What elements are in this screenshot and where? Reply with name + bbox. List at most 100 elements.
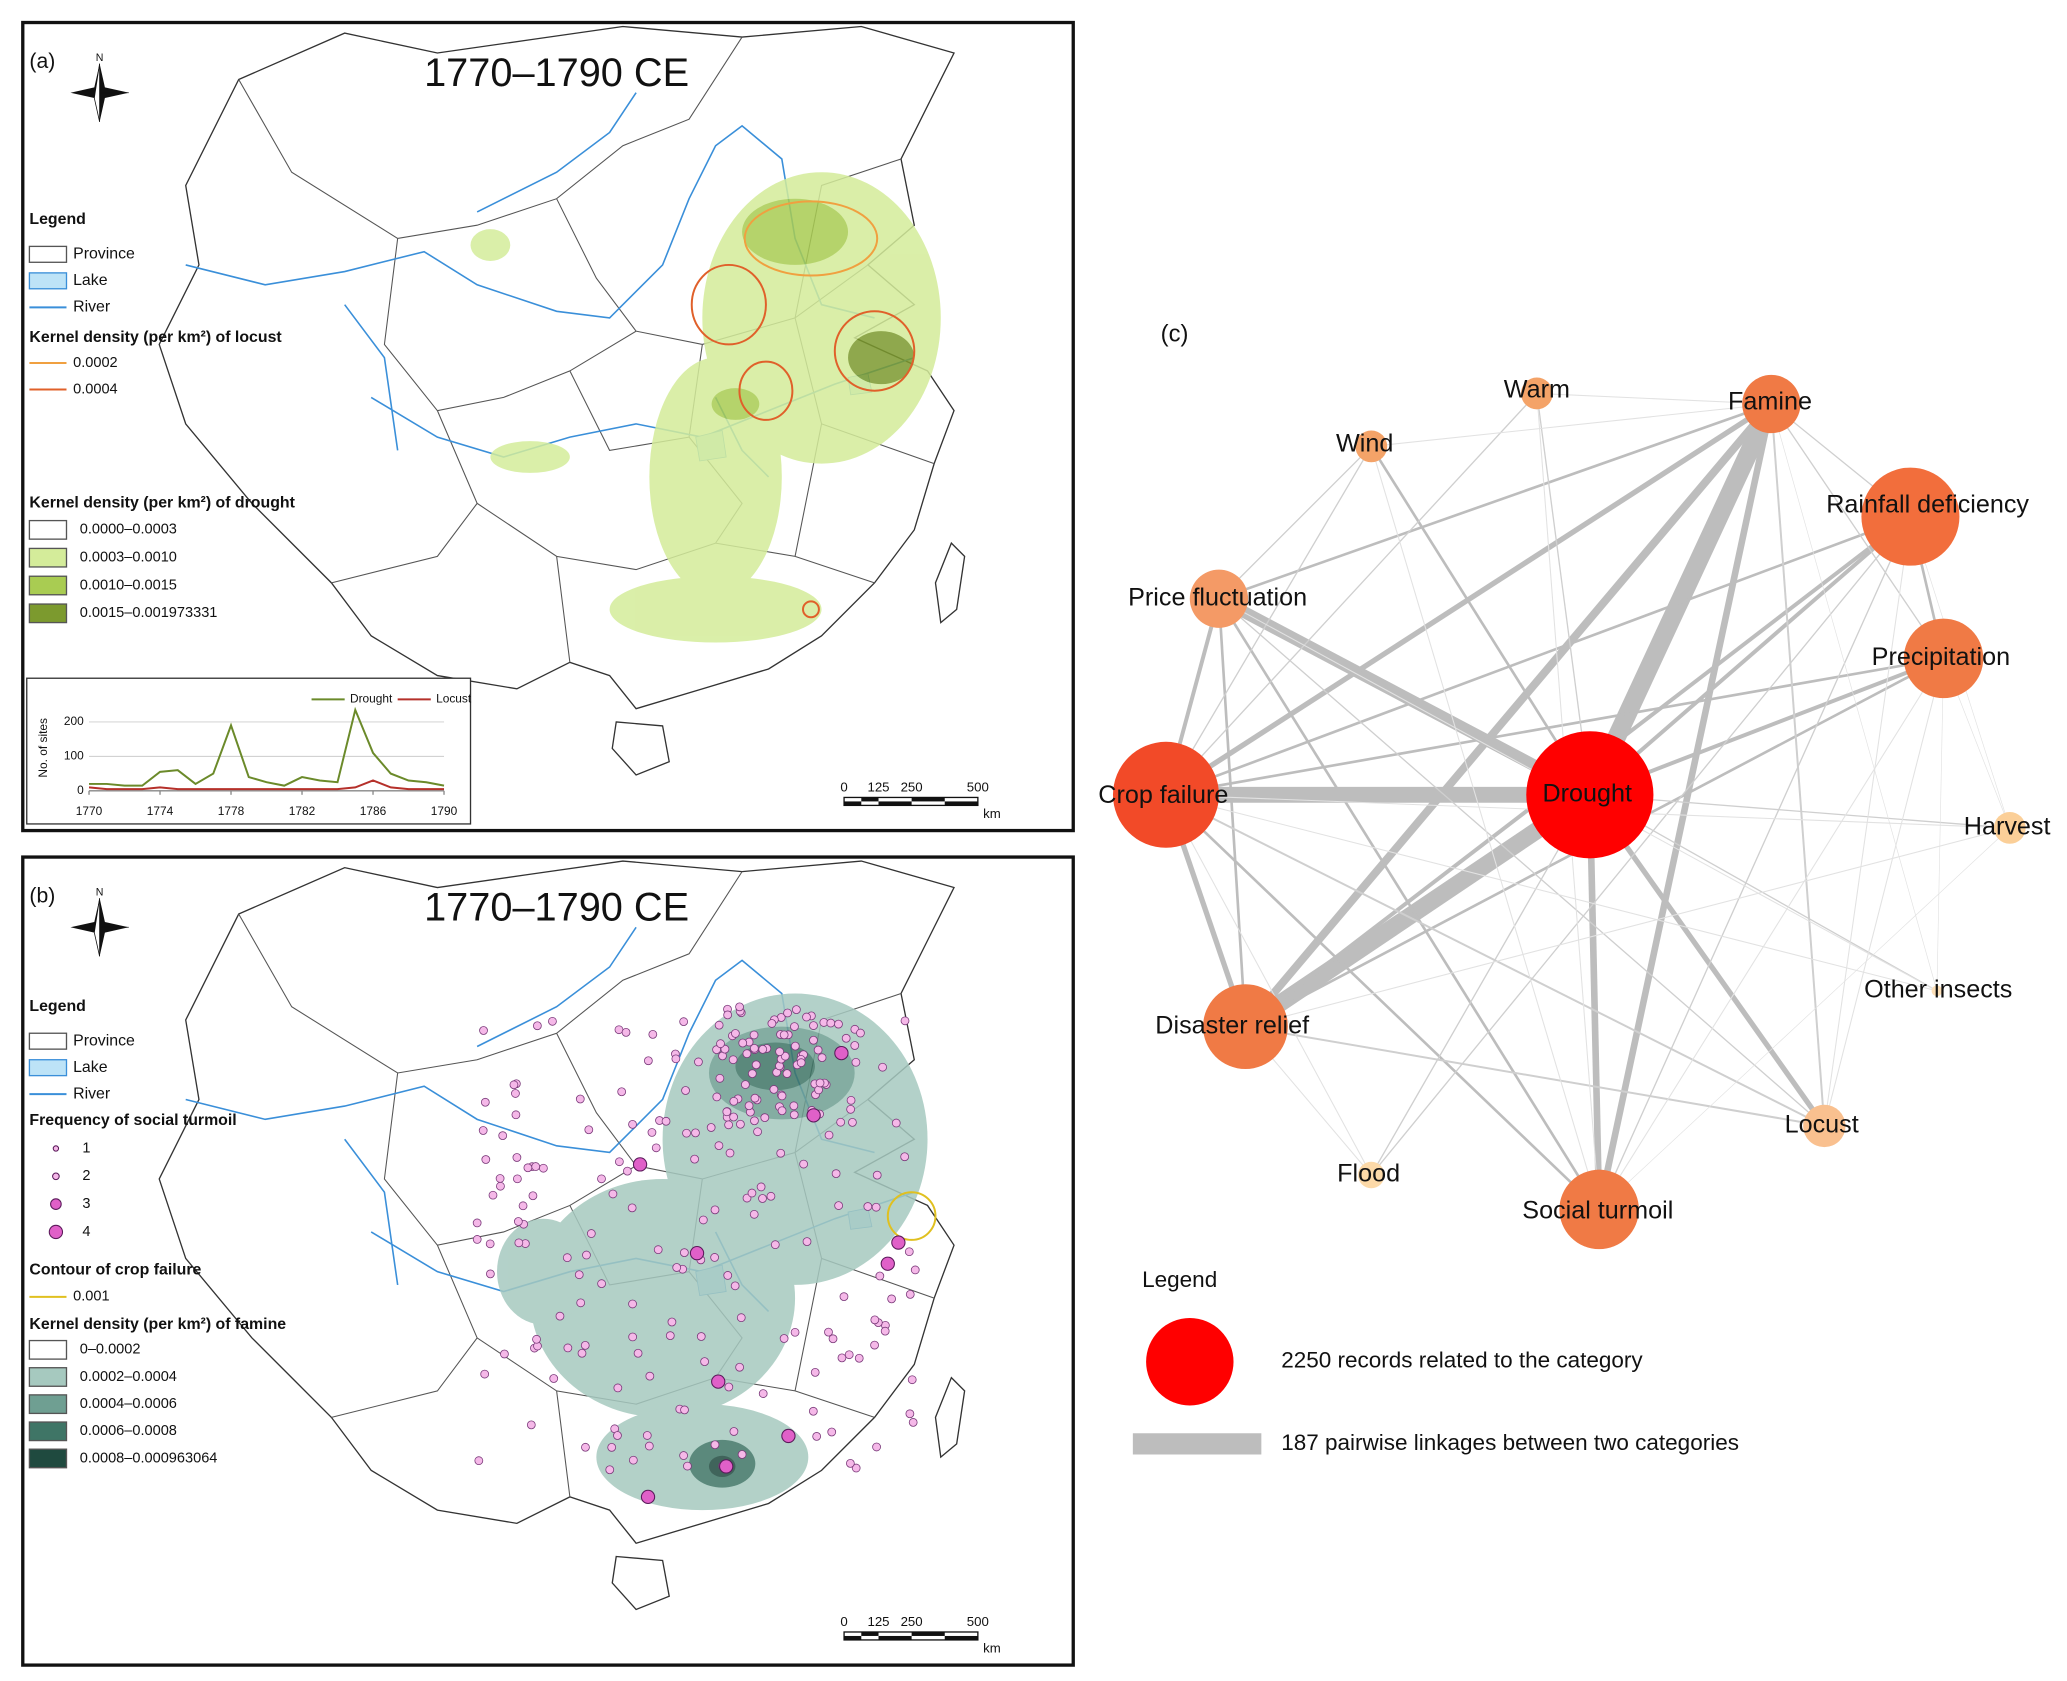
site-dot <box>532 1021 542 1031</box>
node-label: Locust <box>1785 1111 1859 1139</box>
legend-swatch <box>28 1059 68 1077</box>
site-dot <box>480 1369 490 1379</box>
site-dot <box>750 1116 759 1126</box>
site-dot <box>644 1441 654 1451</box>
edge <box>1165 446 1372 796</box>
site-dot <box>870 1315 880 1325</box>
site-dot <box>777 1091 787 1101</box>
site-dot <box>712 1045 721 1055</box>
site-dot <box>815 1078 825 1088</box>
site-dot-large <box>781 1428 796 1444</box>
site-dot <box>738 1038 748 1048</box>
edge <box>1823 658 1945 1127</box>
site-dot <box>528 1191 538 1201</box>
legend-label: Locust <box>436 692 472 706</box>
site-dot <box>614 1157 624 1167</box>
legend-label: River <box>73 299 111 316</box>
edge <box>1770 403 1826 1127</box>
edge <box>1581 400 1780 799</box>
site-dot <box>880 1326 890 1336</box>
node-label: Social turmoil <box>1522 1197 1673 1225</box>
scale-label: 500 <box>967 1614 989 1629</box>
site-dot <box>809 1021 818 1030</box>
site-dot <box>472 1218 482 1228</box>
site-dot-large <box>834 1045 849 1061</box>
site-dot <box>628 1455 638 1465</box>
edge <box>1936 658 1944 991</box>
site-dot <box>812 1432 822 1441</box>
legend-label: River <box>73 1085 111 1102</box>
legend-swatch <box>28 1032 68 1050</box>
site-dot <box>563 1343 573 1353</box>
site-dot <box>824 1130 834 1140</box>
site-dot <box>661 1116 671 1126</box>
legend-title: Kernel density (per km²) of drought <box>29 495 295 512</box>
scale-bar-fill <box>844 801 862 806</box>
legend-title: Frequency of social turmoil <box>29 1112 236 1129</box>
scale-bar-fill <box>878 801 912 806</box>
site-dot <box>817 1053 827 1063</box>
panel-label: (c) <box>1161 320 1189 347</box>
legend-swatch <box>48 1224 64 1240</box>
site-dot <box>608 1189 618 1199</box>
legend-label: 187 pairwise linkages between two catego… <box>1281 1430 1739 1455</box>
site-dot <box>900 1152 910 1162</box>
site-dot <box>789 1101 799 1111</box>
site-dot <box>651 1143 661 1153</box>
edge <box>1165 392 1538 796</box>
site-dot <box>780 1051 790 1061</box>
site-dot <box>846 1459 855 1468</box>
edge <box>1217 598 1247 1027</box>
site-dot-large <box>719 1459 734 1474</box>
site-dot <box>792 1005 801 1014</box>
site-dot <box>479 1026 488 1035</box>
legend-title: Legend <box>29 211 85 228</box>
site-dot <box>549 1374 559 1383</box>
legend-label: 0.0008–0.000963064 <box>80 1450 218 1466</box>
site-dot <box>836 1117 846 1127</box>
site-dot <box>642 1431 652 1440</box>
site-dot <box>633 1348 643 1358</box>
panel-label: (a) <box>29 50 55 73</box>
edge <box>1536 393 1591 795</box>
x-tick-label: 1778 <box>218 804 245 818</box>
site-dot <box>679 1248 689 1258</box>
site-dot <box>500 1349 509 1359</box>
site-dot <box>789 1110 799 1120</box>
site-dot <box>723 1010 733 1020</box>
site-dot <box>887 1294 896 1304</box>
site-dot <box>643 1056 653 1066</box>
legend-swatch <box>52 1172 60 1181</box>
site-dot <box>777 1106 787 1116</box>
site-dot <box>758 1389 768 1398</box>
site-dot <box>779 1030 789 1040</box>
site-dot <box>796 1058 806 1068</box>
site-dot <box>679 1451 688 1460</box>
site-dot <box>826 1018 836 1028</box>
site-dot <box>628 1332 638 1342</box>
site-dot <box>744 1101 754 1111</box>
scale-unit: km <box>983 1641 1001 1656</box>
crop-failure-contour <box>886 1191 937 1241</box>
site-dot <box>694 1057 703 1067</box>
site-dot <box>776 1148 786 1158</box>
site-dot <box>667 1317 677 1327</box>
legend-label: 2250 records related to the category <box>1281 1348 1643 1373</box>
series-line <box>89 706 445 787</box>
edge <box>1586 794 1603 1210</box>
site-dot <box>513 1217 523 1226</box>
site-dot <box>813 1045 823 1055</box>
site-dot <box>581 1442 590 1452</box>
edge <box>1218 445 1372 600</box>
x-tick-label: 1786 <box>360 804 387 818</box>
site-dot-large <box>640 1489 656 1505</box>
site-dot <box>863 1202 873 1211</box>
site-dot <box>856 1028 865 1038</box>
site-dot <box>735 1002 744 1012</box>
x-tick-label: 1790 <box>431 804 458 818</box>
legend-label: 4 <box>82 1224 90 1240</box>
legend-label: 2 <box>82 1168 90 1184</box>
site-dot <box>671 1054 681 1064</box>
scale-bar-fill <box>878 1635 912 1640</box>
site-dot <box>758 1044 768 1054</box>
